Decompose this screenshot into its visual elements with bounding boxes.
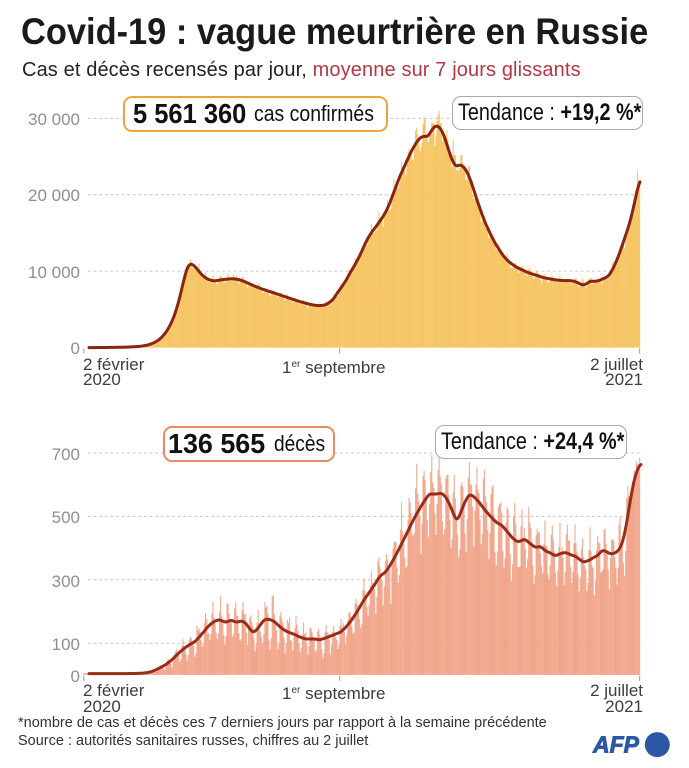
svg-text:AFP: AFP: [592, 732, 640, 758]
